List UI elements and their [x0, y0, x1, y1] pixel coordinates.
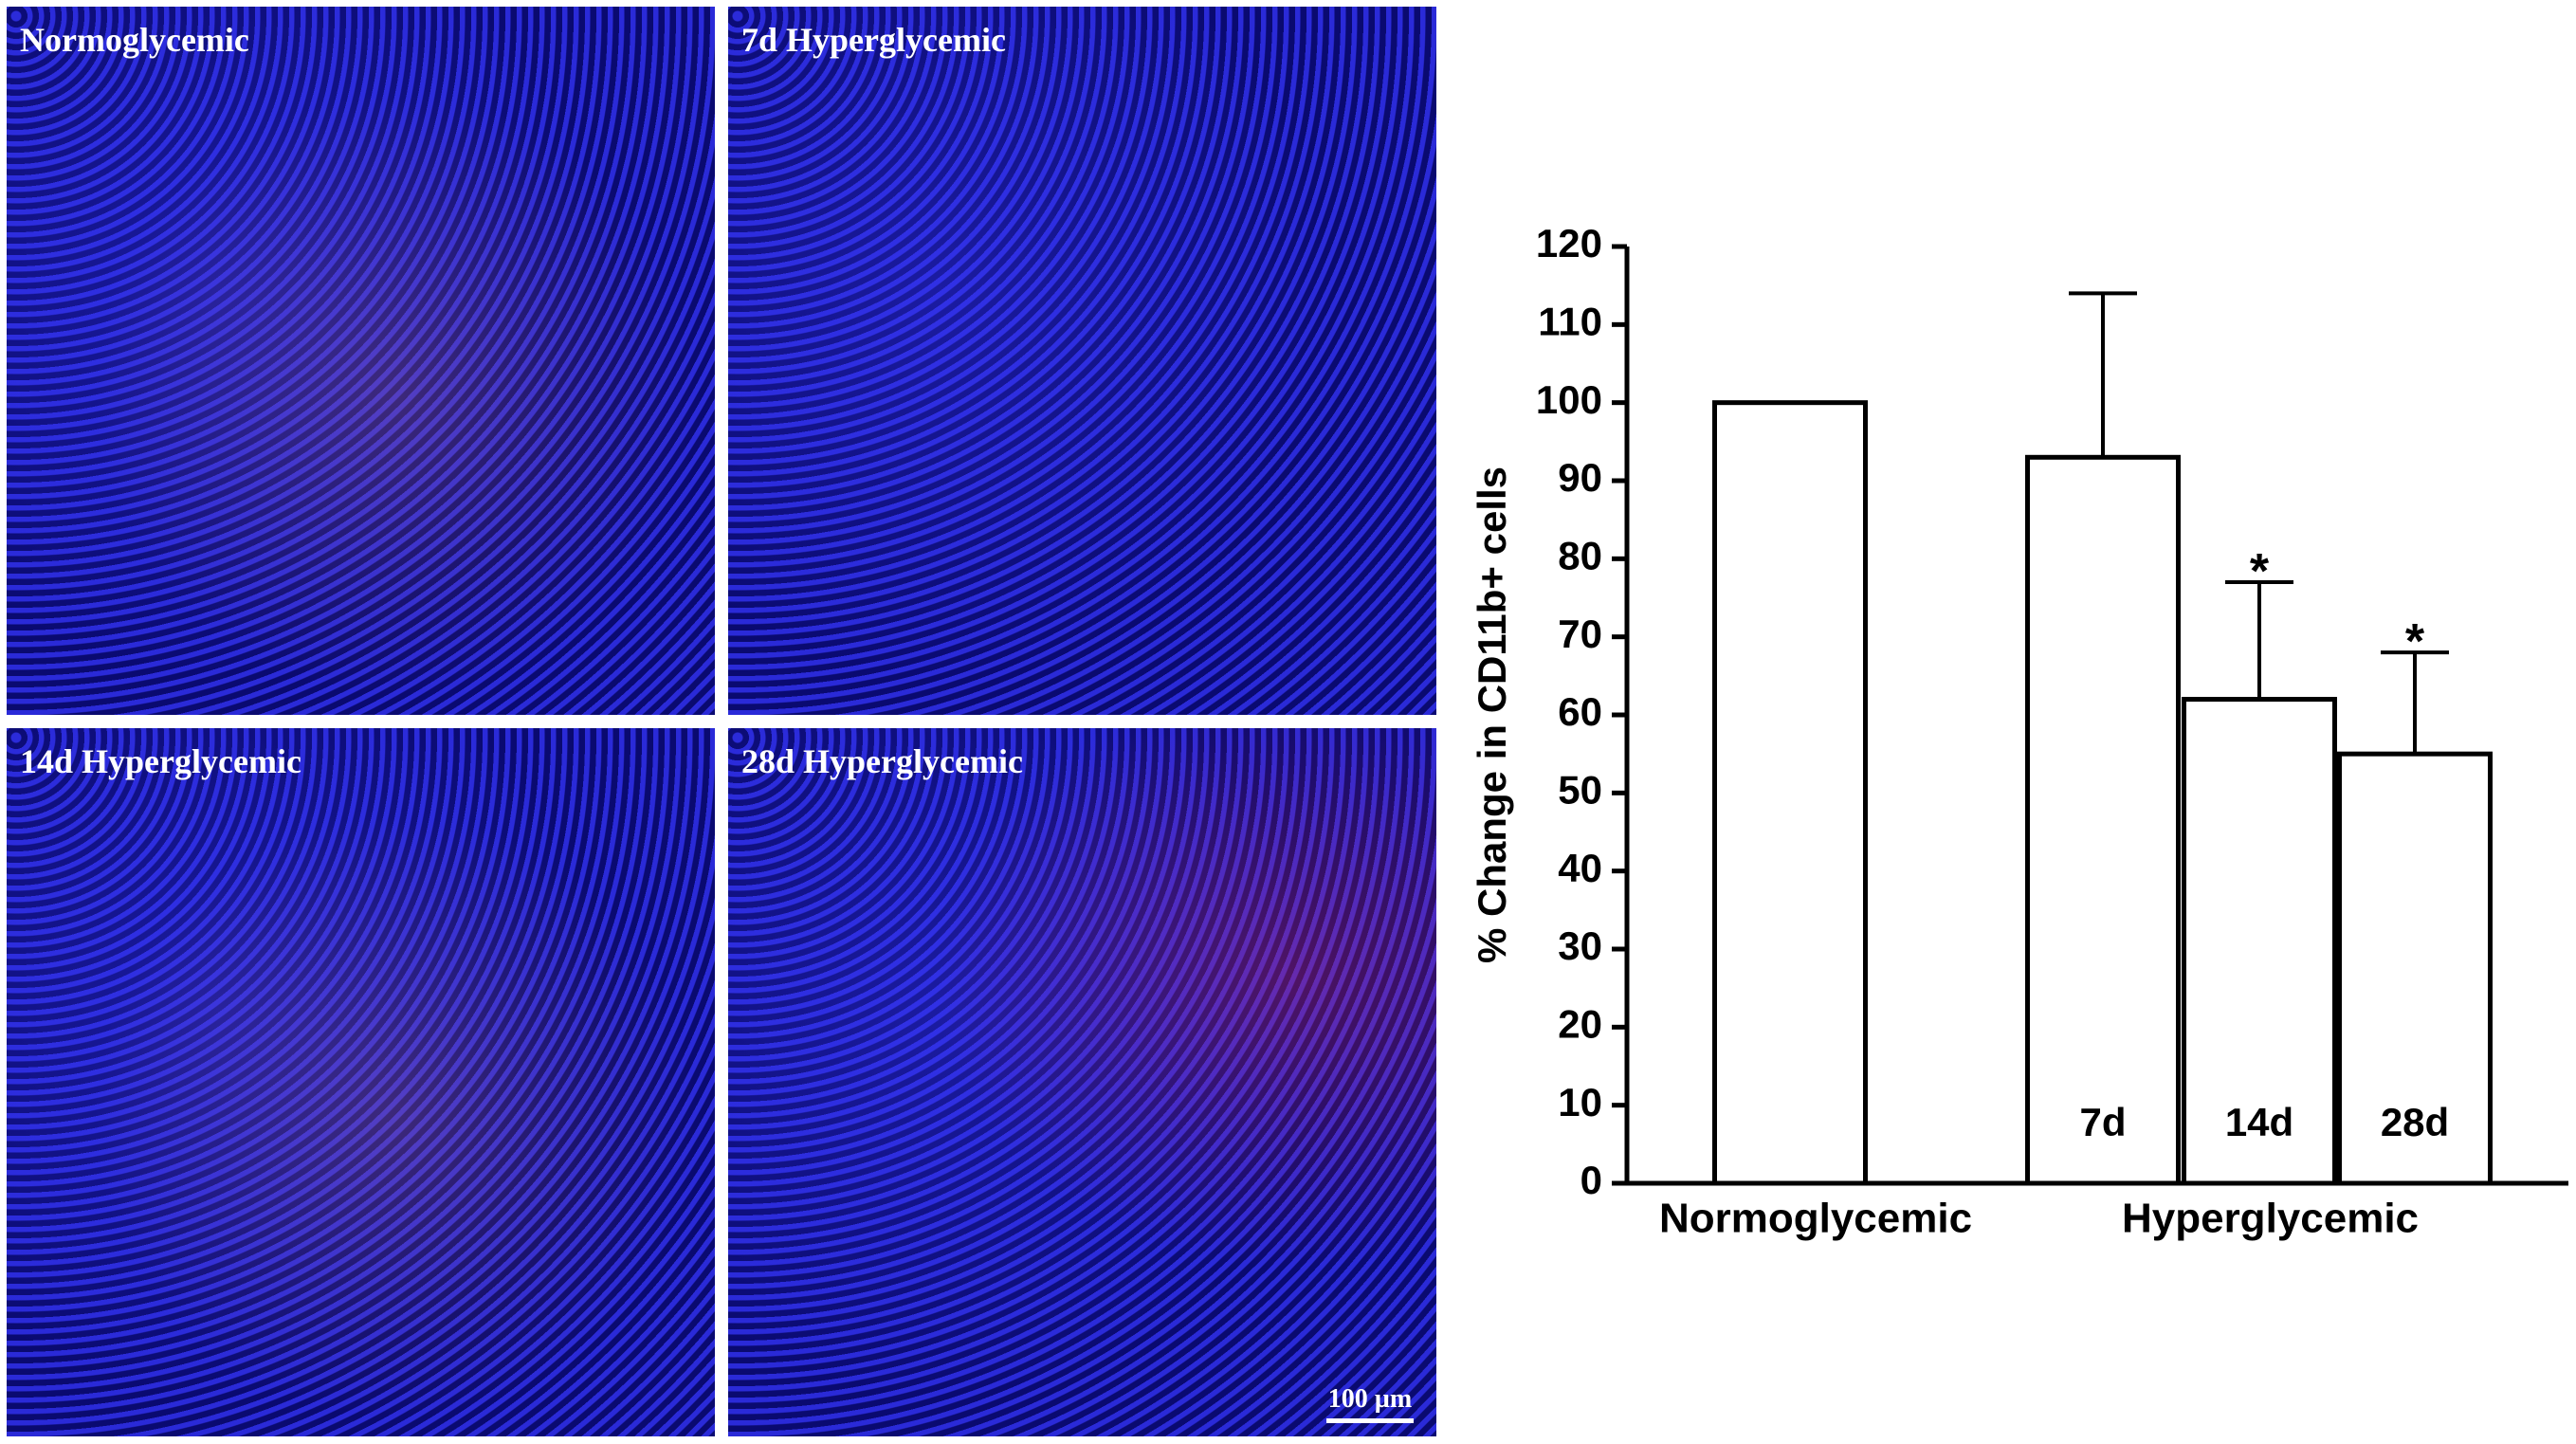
scale-bar: 100 µm	[1326, 1384, 1414, 1423]
error-bar	[2069, 291, 2137, 458]
bar	[1712, 400, 1868, 1186]
panel-label: 28d Hyperglycemic	[741, 742, 1023, 780]
bar-label: 7d	[2079, 1100, 2126, 1144]
y-tick-label: 90	[1558, 455, 1602, 500]
bar	[2182, 697, 2337, 1186]
significance-marker: *	[2250, 544, 2270, 599]
y-tick-label: 80	[1558, 533, 1602, 577]
bar-label: 14d	[2225, 1100, 2293, 1144]
panel-label: 14d Hyperglycemic	[20, 742, 301, 780]
y-tick-label: 110	[1538, 299, 1602, 343]
y-tick-label: 20	[1558, 1001, 1602, 1046]
y-tick-label: 70	[1558, 612, 1602, 656]
panel-label: 7d Hyperglycemic	[741, 21, 1006, 59]
micrograph: Normoglycemic	[7, 7, 715, 715]
y-tick-label: 60	[1558, 689, 1602, 734]
micrograph: 28d Hyperglycemic 100 µm	[728, 728, 1436, 1436]
y-tick-label: 0	[1580, 1158, 1602, 1202]
error-bar	[2225, 580, 2293, 700]
chart: % Change in CD11b+ cells 0 10 20 30 40 50 60 70…	[1470, 221, 2568, 1242]
bar-label: 28d	[2381, 1100, 2449, 1144]
y-axis-label: % Change in CD11b+ cells	[1470, 466, 1514, 963]
y-tick-label: 100	[1536, 377, 1602, 422]
y-tick-label: 40	[1558, 846, 1602, 890]
group-label: Hyperglycemic	[2122, 1196, 2419, 1242]
group-label: Normoglycemic	[1659, 1196, 1972, 1242]
y-tick-label: 30	[1558, 923, 1602, 968]
error-bar	[2381, 650, 2449, 755]
y-tick-label: 120	[1536, 221, 1602, 265]
micrograph: 14d Hyperglycemic	[7, 728, 715, 1436]
scale-bar-label: 100 µm	[1327, 1384, 1413, 1414]
micrograph: 7d Hyperglycemic	[728, 7, 1436, 715]
panel-label: Normoglycemic	[20, 21, 249, 59]
scale-bar-line	[1326, 1418, 1414, 1423]
bar	[2025, 454, 2181, 1186]
y-tick-label: 10	[1558, 1080, 1602, 1124]
significance-marker: *	[2405, 614, 2425, 669]
y-tick-label: 50	[1558, 767, 1602, 812]
